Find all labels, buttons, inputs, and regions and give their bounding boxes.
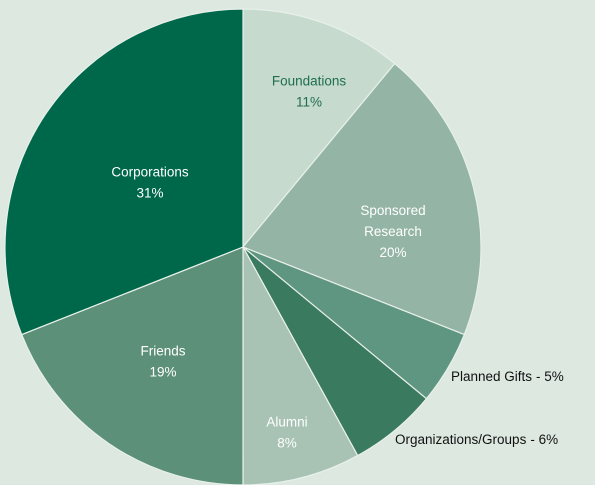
slice-label: Friends 19%: [140, 343, 185, 379]
category-label: Friends: [140, 343, 185, 358]
pie-slice: [20, 246, 244, 485]
value-label: - 6%: [530, 432, 558, 447]
slice-label: Alumni 8%: [266, 414, 307, 450]
category-label-line: Sponsored: [360, 203, 425, 218]
category-label: Corporations: [111, 164, 189, 179]
slice-label: Corporations 31%: [111, 164, 189, 200]
value-label: 19%: [149, 364, 176, 379]
slice-label: Organizations/Groups - 6%: [395, 432, 558, 447]
pie-slice: [242, 62, 482, 336]
slice-label: Foundations 11%: [272, 73, 347, 109]
slice-label: Sponsored Research 20%: [360, 203, 425, 260]
value-label: 11%: [296, 94, 322, 109]
value-label: - 5%: [536, 369, 564, 384]
value-label: 31%: [136, 185, 163, 200]
value-label: 8%: [277, 435, 297, 450]
value-label: 20%: [379, 245, 406, 260]
pie-slice: [242, 8, 396, 249]
category-label: Organizations/Groups: [395, 432, 527, 447]
pie-slice: [4, 8, 244, 336]
category-label: Foundations: [272, 73, 347, 88]
category-label-line: Research: [364, 224, 422, 239]
slice-label: Planned Gifts - 5%: [451, 369, 564, 384]
category-label: Alumni: [266, 414, 307, 429]
category-label: Planned Gifts: [451, 369, 532, 384]
